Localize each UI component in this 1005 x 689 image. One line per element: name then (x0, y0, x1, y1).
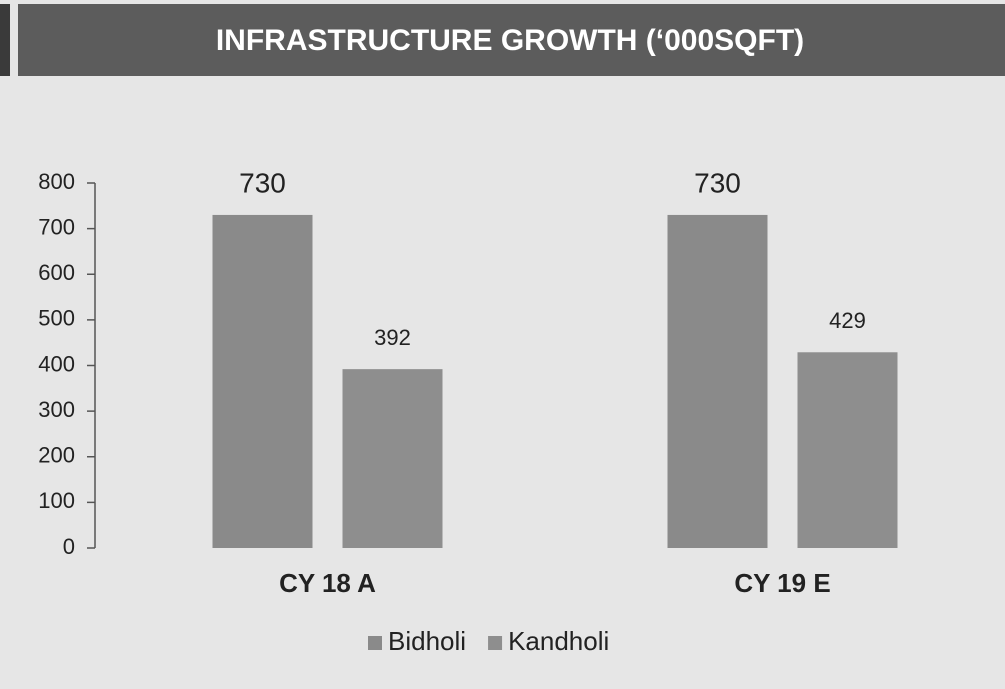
y-tick-label: 100 (38, 488, 75, 513)
title-bar (18, 4, 1005, 76)
x-tick-label: CY 19 E (734, 568, 830, 598)
y-tick-label: 600 (38, 260, 75, 285)
x-tick-label: CY 18 A (279, 568, 376, 598)
bar (342, 369, 443, 548)
data-label: 429 (829, 308, 866, 333)
data-label: 730 (239, 167, 286, 198)
bar (797, 352, 898, 548)
y-tick-label: 200 (38, 443, 75, 468)
y-tick-label: 300 (38, 397, 75, 422)
y-tick-label: 500 (38, 306, 75, 331)
y-tick-label: 700 (38, 214, 75, 239)
legend-swatch (488, 636, 503, 650)
data-label: 730 (694, 167, 741, 198)
bar (212, 214, 313, 548)
chart-title: INFRASTRUCTURE GROWTH (‘000SQFT) (216, 24, 804, 57)
bar (667, 214, 768, 548)
y-tick-label: 0 (63, 534, 75, 559)
data-label: 392 (374, 325, 411, 350)
y-tick-label: 800 (38, 169, 75, 194)
y-tick-label: 400 (38, 351, 75, 376)
legend-label: Bidholi (388, 626, 466, 656)
legend-label: Kandholi (508, 626, 609, 656)
legend-swatch (368, 636, 382, 650)
title-bar-edge (0, 4, 10, 76)
